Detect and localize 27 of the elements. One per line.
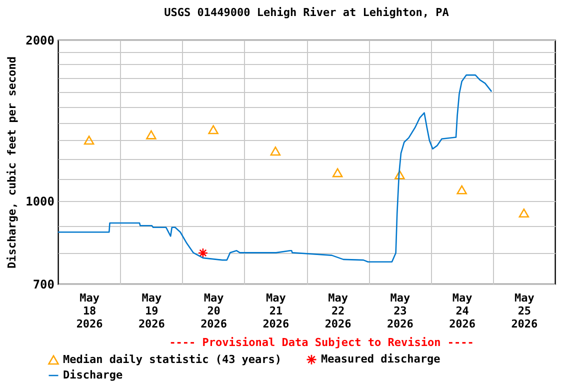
- y-axis-title: Discharge, cubic feet per second: [6, 56, 19, 268]
- x-tick-label: May 20 2026: [200, 292, 228, 330]
- point: [198, 248, 208, 258]
- x-tick-label: May 25 2026: [511, 292, 538, 330]
- line-series: [58, 74, 492, 262]
- x-tick-label: May 24 2026: [449, 292, 476, 330]
- point: [270, 146, 281, 156]
- point: [208, 125, 218, 134]
- x-tick-label: May 23 2026: [386, 292, 414, 330]
- legend-label: Median daily statistic (43 years): [63, 352, 282, 366]
- point: [518, 208, 530, 218]
- point: [394, 170, 405, 180]
- y-tick-label: 700: [32, 278, 54, 292]
- point: [84, 136, 94, 145]
- x-tick-label: May 21 2026: [262, 292, 290, 330]
- point: [332, 168, 343, 178]
- x-tick-label: May 18 2026: [76, 292, 104, 330]
- legend-label: Measured discharge: [321, 352, 441, 366]
- point: [456, 185, 467, 194]
- text: ---- Provisional Data Subject to Revision ----: [169, 336, 474, 349]
- y-tick-label: 1000: [26, 194, 54, 209]
- x-tick-label: May 22 2026: [324, 292, 352, 330]
- y-tick-label: 2000: [26, 34, 54, 48]
- legend-label: Discharge: [63, 368, 123, 382]
- chart-title: USGS 01449000 Lehigh River at Lehighton, PA: [164, 6, 450, 19]
- point: [146, 130, 156, 140]
- x-tick-label: May 19 2026: [138, 292, 166, 330]
